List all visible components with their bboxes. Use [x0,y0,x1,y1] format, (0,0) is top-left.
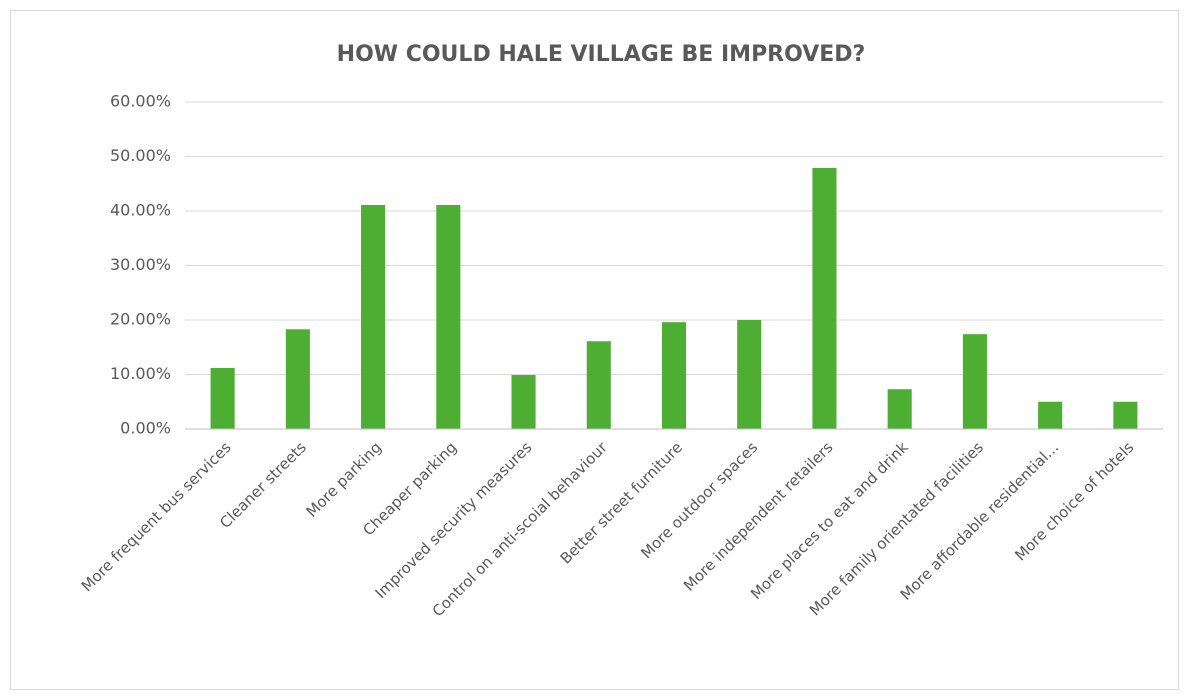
bar [285,329,310,429]
y-tick-label: 20.00% [110,310,171,329]
bar [737,320,762,429]
bar [962,334,987,429]
bar [1038,401,1063,429]
y-tick-label: 10.00% [110,364,171,383]
bar [586,341,611,429]
bar [812,167,837,429]
y-tick-label: 0.00% [120,419,171,438]
chart-title: HOW COULD HALE VILLAGE BE IMPROVED? [337,42,866,67]
y-tick-label: 60.00% [110,92,171,111]
bar [210,367,235,429]
bar [661,322,687,429]
bar [436,205,461,429]
y-tick-label: 40.00% [110,201,171,220]
y-tick-label: 30.00% [110,255,171,274]
bar [511,375,536,429]
bar [361,205,386,429]
bar [887,389,912,429]
bar [1113,401,1138,429]
y-tick-label: 50.00% [110,146,171,165]
